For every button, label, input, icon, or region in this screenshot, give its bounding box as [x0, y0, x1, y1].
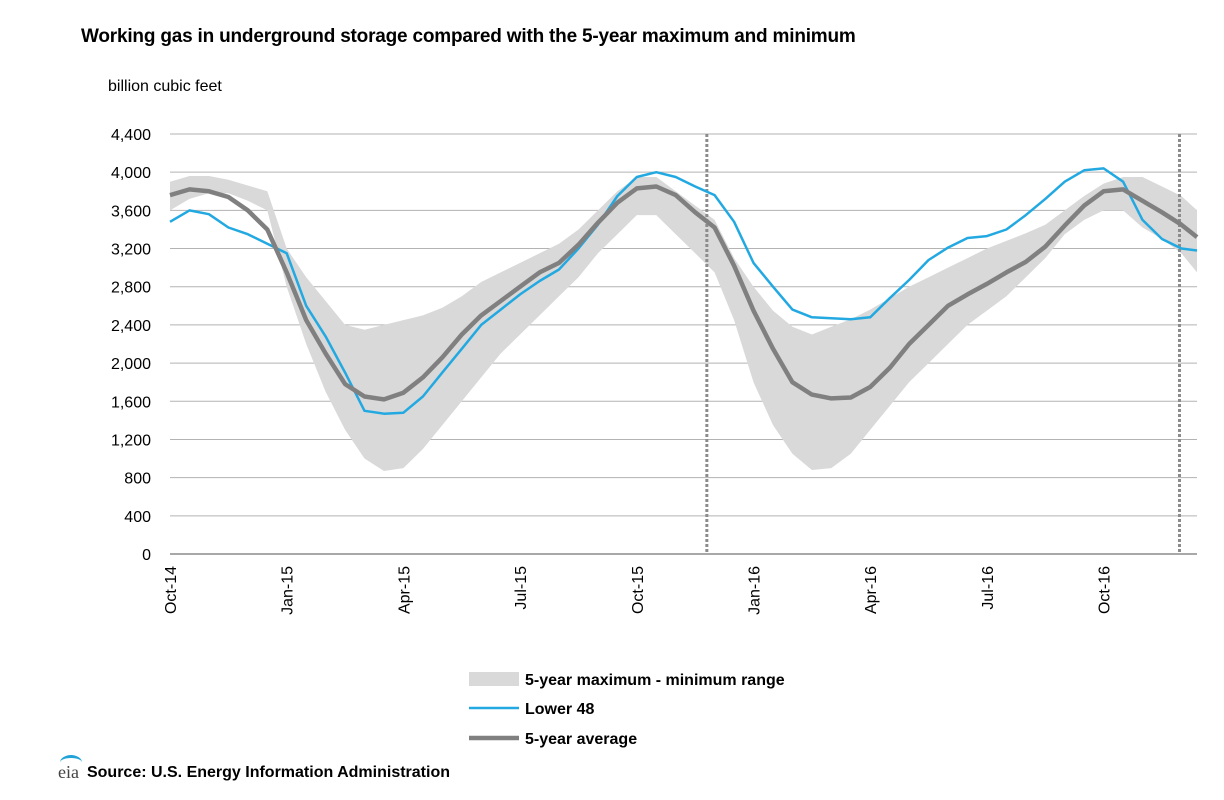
- y-tick-label: 1,200: [111, 432, 151, 449]
- range-band: [170, 176, 1197, 471]
- legend-label: 5-year average: [525, 731, 637, 748]
- y-tick-label: 3,200: [111, 242, 151, 259]
- legend-label: Lower 48: [525, 701, 594, 718]
- y-tick-label: 2,800: [111, 280, 151, 297]
- legend-swatch-range: [469, 672, 519, 686]
- x-tick-label: Jan-16: [747, 566, 764, 615]
- y-tick-label: 4,000: [111, 165, 151, 182]
- five-year-average-line: [169, 184, 1199, 402]
- y-axis-unit-label: billion cubic feet: [108, 78, 222, 95]
- lower-48-line: [169, 167, 1198, 415]
- y-tick-label: 400: [124, 509, 151, 526]
- source-footer: eia Source: U.S. Energy Information Admi…: [58, 755, 450, 783]
- legend-label: 5-year maximum - minimum range: [525, 672, 785, 689]
- x-tick-label: Oct-14: [163, 566, 180, 614]
- x-tick-label: Apr-15: [396, 566, 413, 614]
- x-tick-label: Jul-16: [980, 566, 997, 610]
- source-text: Source: U.S. Energy Information Administ…: [86, 763, 450, 781]
- eia-logo-arc-icon: [60, 755, 82, 770]
- y-tick-label: 3,600: [111, 203, 151, 220]
- chart-title: Working gas in underground storage compa…: [81, 26, 856, 47]
- eia-logo: eia: [58, 755, 82, 783]
- y-tick-label: 0: [142, 547, 151, 564]
- y-tick-label: 1,600: [111, 394, 151, 411]
- y-tick-label: 4,400: [111, 127, 151, 144]
- x-tick-label: Oct-16: [1097, 566, 1114, 614]
- y-tick-label: 800: [124, 471, 151, 488]
- x-tick-label: Jul-15: [513, 566, 530, 610]
- y-tick-label: 2,000: [111, 356, 151, 373]
- x-tick-label: Oct-15: [630, 566, 647, 614]
- x-tick-label: Jan-15: [280, 566, 297, 615]
- x-tick-label: Apr-16: [863, 566, 880, 614]
- y-tick-label: 2,400: [111, 318, 151, 335]
